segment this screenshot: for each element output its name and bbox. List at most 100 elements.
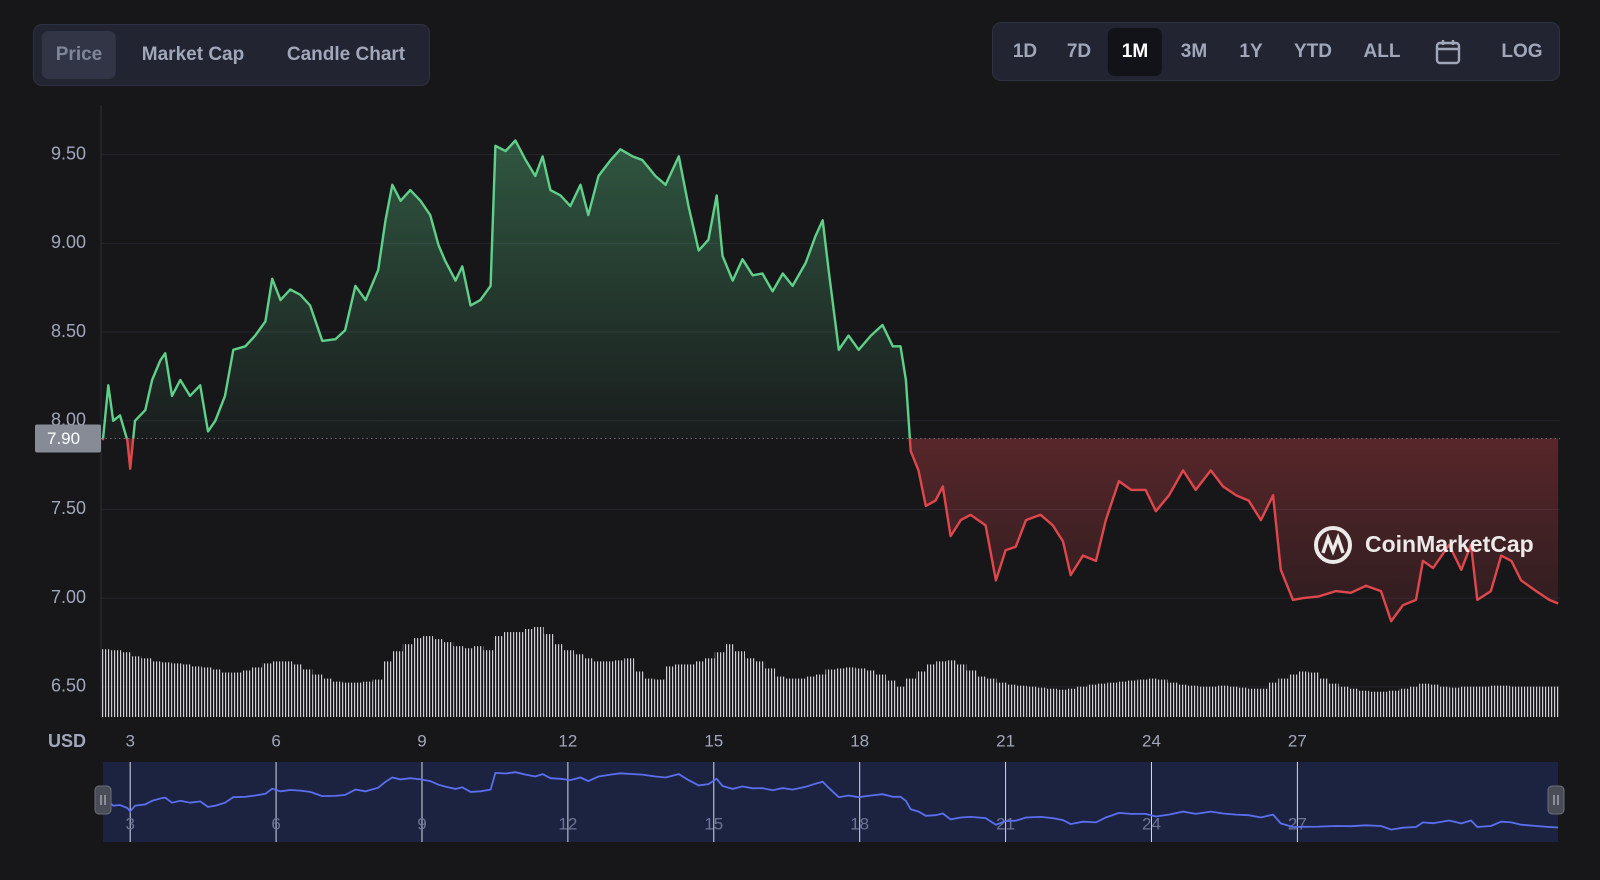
volume-bar — [604, 661, 615, 717]
volume-bar — [815, 674, 826, 717]
volume-bar — [1036, 687, 1047, 717]
volume-bar — [151, 661, 162, 717]
volume-bar — [1207, 686, 1218, 717]
navigator-tick-label: 3 — [125, 814, 134, 833]
volume-bar — [1187, 685, 1198, 717]
volume-bar — [322, 678, 333, 717]
tab-button[interactable]: Candle Chart — [286, 44, 406, 65]
volume-bar — [926, 664, 937, 717]
volume-bar — [1268, 682, 1279, 717]
volume-bar — [885, 680, 896, 717]
volume-bar — [372, 679, 383, 717]
volume-bar — [171, 663, 182, 717]
volume-bar — [493, 636, 504, 717]
navigator-handle — [1547, 785, 1565, 815]
volume-bar — [513, 632, 524, 717]
volume-bar — [181, 664, 192, 717]
volume-bar — [101, 649, 112, 717]
volume-bar — [533, 627, 544, 717]
x-tick-label: 24 — [1142, 731, 1161, 750]
volume-bar — [1529, 686, 1540, 717]
volume-bar — [1056, 689, 1067, 717]
volume-bar — [131, 656, 142, 717]
range-button[interactable]: 1D — [1012, 41, 1038, 62]
range-button[interactable]: 1M — [1107, 28, 1163, 76]
price-area — [102, 140, 1559, 622]
volume-bar — [1258, 688, 1269, 717]
volume-bar — [1016, 685, 1027, 717]
x-tick-label: 12 — [558, 731, 577, 750]
y-tick-label: 7.50 — [51, 498, 86, 518]
volume-bar — [201, 667, 212, 717]
volume-bar — [594, 661, 605, 717]
volume-bar — [714, 652, 725, 717]
x-tick-label: 3 — [125, 731, 134, 750]
x-tick-label: 18 — [850, 731, 869, 750]
range-button[interactable]: ALL — [1363, 41, 1401, 62]
volume-bar — [785, 678, 796, 717]
volume-bar — [412, 638, 423, 717]
volume-bar — [1509, 686, 1520, 717]
log-button[interactable]: LOG — [1501, 41, 1543, 62]
range-button[interactable]: 1Y — [1239, 41, 1263, 62]
volume-bar — [382, 661, 393, 717]
volume-bar — [744, 658, 756, 717]
baseline-label-box — [35, 424, 101, 453]
volume-bar — [573, 654, 584, 717]
volume-bar — [1378, 691, 1389, 717]
volume-bar — [362, 681, 373, 717]
volume-bar — [905, 678, 917, 717]
volume-bar — [191, 666, 202, 717]
volume-bar — [1288, 674, 1299, 717]
y-tick-label: 8.00 — [51, 410, 86, 430]
volume-bar — [1127, 680, 1138, 717]
volume-bar — [332, 681, 343, 717]
volume-bar — [1399, 688, 1410, 717]
range-button[interactable]: 3M — [1180, 41, 1208, 62]
tab-button[interactable]: Market Cap — [141, 44, 245, 65]
volume-bar — [664, 666, 675, 717]
y-tick-label: 6.50 — [51, 676, 86, 696]
baseline-label: 7.90 — [47, 429, 80, 448]
volume-bar — [1177, 684, 1188, 717]
volume-bar — [1227, 686, 1239, 717]
volume-bar — [1077, 686, 1088, 717]
volume-bar — [1147, 678, 1158, 717]
volume-bar — [1409, 686, 1420, 717]
range-button[interactable]: 7D — [1066, 41, 1092, 62]
volume-bar — [272, 661, 283, 717]
volume-bar — [724, 644, 735, 717]
x-tick-label: 21 — [996, 731, 1015, 750]
volume-bar — [1439, 686, 1450, 717]
volume-bar — [161, 662, 172, 717]
volume-bar — [755, 661, 766, 717]
volume-bar — [1348, 688, 1359, 717]
volume-bar — [865, 670, 876, 717]
volume-bar — [1046, 688, 1057, 717]
volume-bar — [503, 632, 514, 717]
volume-bar — [1026, 686, 1037, 717]
y-tick-label: 7.00 — [51, 587, 86, 607]
volume-bar — [795, 678, 806, 717]
tab-button[interactable]: Price — [41, 31, 117, 79]
volume-bar — [251, 667, 262, 717]
volume-bar — [443, 642, 454, 717]
volume-bar — [634, 671, 645, 717]
navigator-tick-label: 15 — [704, 814, 723, 833]
volume-bar — [1338, 686, 1349, 717]
volume-bar — [845, 667, 856, 717]
range-button[interactable]: YTD — [1294, 41, 1332, 62]
volume-bar — [996, 682, 1007, 717]
volume-bar — [1006, 684, 1017, 717]
volume-bar — [583, 658, 595, 717]
volume-bar — [1217, 685, 1228, 717]
x-tick-label: 9 — [417, 731, 426, 750]
calendar-icon[interactable] — [1433, 37, 1463, 67]
volume-bar — [966, 670, 977, 717]
volume-bar — [1107, 682, 1118, 717]
volume-bar — [1489, 685, 1500, 717]
volume-bar — [141, 658, 152, 717]
volume-bar — [875, 674, 886, 717]
volume-bar — [1469, 686, 1480, 717]
